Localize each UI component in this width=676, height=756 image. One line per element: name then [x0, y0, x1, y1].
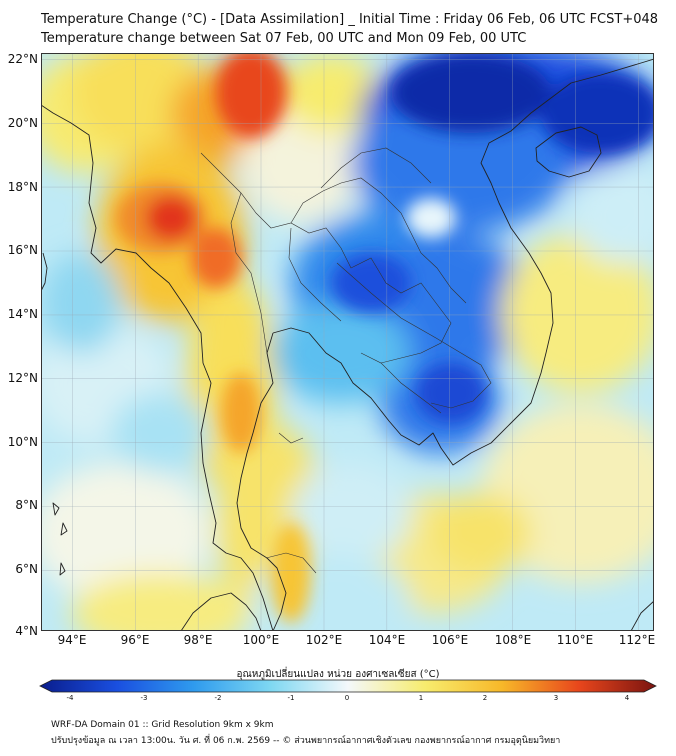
colorbar-tick: 4	[624, 694, 630, 702]
lon-label: 104°E	[368, 633, 406, 647]
lat-label: 22°N	[7, 52, 38, 66]
coastlines	[41, 58, 654, 631]
country-borders	[200, 147, 492, 574]
colorbar-tick: -3	[140, 694, 148, 702]
lon-label: 106°E	[431, 633, 469, 647]
lon-label: 110°E	[556, 633, 594, 647]
map-panel	[41, 53, 654, 631]
map-title: Temperature Change (°C) - [Data Assimila…	[41, 12, 659, 27]
lat-label: 14°N	[7, 307, 38, 321]
map-frame	[41, 53, 654, 631]
colorbar-tick: 0	[344, 694, 350, 702]
lat-label: 10°N	[7, 435, 38, 449]
colorbar-scale	[39, 679, 657, 693]
lon-label: 100°E	[242, 633, 280, 647]
colorbar	[39, 679, 657, 693]
footer-credit: ปรับปรุงข้อมูล ณ เวลา 13:00น. วัน ศ. ที่…	[51, 736, 561, 746]
lon-label: 96°E	[120, 633, 150, 647]
lon-label: 102°E	[305, 633, 343, 647]
lat-label: 12°N	[7, 371, 38, 385]
colorbar-tick: 2	[482, 694, 488, 702]
colorbar-tick: 1	[418, 694, 424, 702]
graticule	[41, 53, 654, 631]
lat-label: 6°N	[15, 562, 38, 576]
colorbar-tick: -1	[287, 694, 295, 702]
lat-label: 20°N	[7, 116, 38, 130]
map-subtitle: Temperature change between Sat 07 Feb, 0…	[41, 31, 527, 46]
temperature-change-map	[41, 53, 654, 631]
footer-model-info: WRF-DA Domain 01 :: Grid Resolution 9km …	[51, 720, 274, 730]
colorbar-tick: -4	[66, 694, 74, 702]
lon-label: 108°E	[494, 633, 532, 647]
colorbar-tick: 3	[553, 694, 559, 702]
lon-label: 94°E	[57, 633, 87, 647]
lon-label: 112°E	[618, 633, 656, 647]
colorbar-tick: -2	[214, 694, 222, 702]
lat-label: 16°N	[7, 243, 38, 257]
lon-label: 98°E	[183, 633, 213, 647]
lat-label: 8°N	[15, 498, 38, 512]
temperature-field	[41, 53, 654, 631]
lat-label: 4°N	[15, 624, 38, 638]
colorbar-title: อุณหภูมิเปลี่ยนแปลง หน่วย องศาเซลเซียส (…	[236, 669, 440, 680]
lat-label: 18°N	[7, 180, 38, 194]
